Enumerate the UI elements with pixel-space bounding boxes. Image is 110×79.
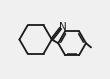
Text: N: N [59,22,67,32]
